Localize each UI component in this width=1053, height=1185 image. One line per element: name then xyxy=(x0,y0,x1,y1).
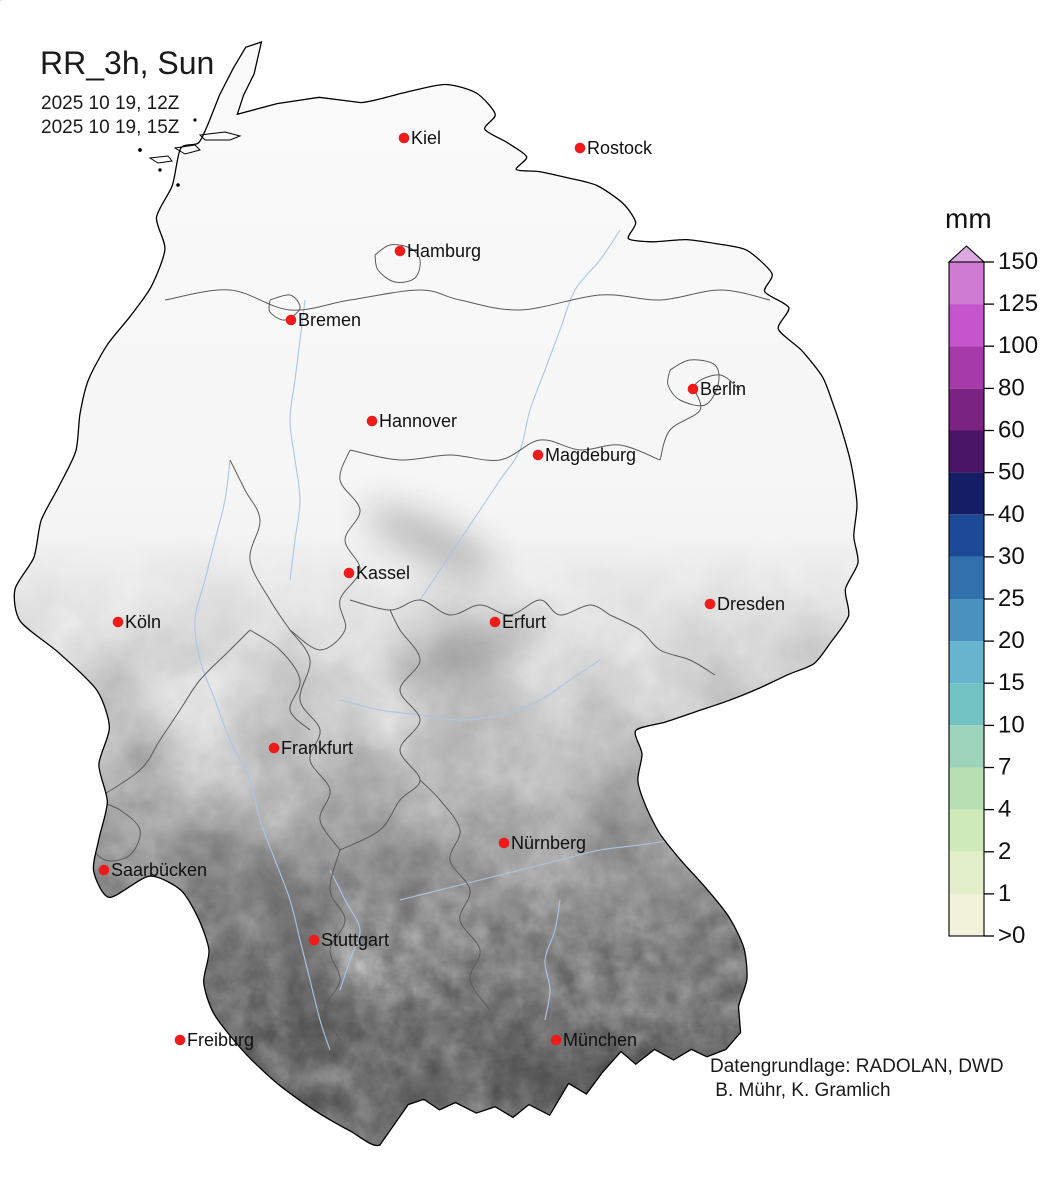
svg-text:Berlin: Berlin xyxy=(700,379,746,399)
svg-text:30: 30 xyxy=(998,543,1025,570)
svg-text:25: 25 xyxy=(998,585,1025,612)
svg-text:München: München xyxy=(563,1030,637,1050)
svg-text:>0: >0 xyxy=(998,922,1025,949)
svg-text:Saarbücken: Saarbücken xyxy=(111,860,207,880)
svg-text:20: 20 xyxy=(998,627,1025,654)
svg-text:Köln: Köln xyxy=(125,612,161,632)
svg-text:50: 50 xyxy=(998,459,1025,486)
svg-text:Kiel: Kiel xyxy=(411,128,441,148)
svg-text:Erfurt: Erfurt xyxy=(502,612,546,632)
svg-text:Kassel: Kassel xyxy=(356,563,410,583)
svg-text:Freiburg: Freiburg xyxy=(187,1030,254,1050)
svg-text:Dresden: Dresden xyxy=(717,594,785,614)
svg-text:2: 2 xyxy=(998,838,1011,865)
svg-text:150: 150 xyxy=(998,248,1038,275)
svg-text:Stuttgart: Stuttgart xyxy=(321,930,389,950)
svg-text:4: 4 xyxy=(998,796,1011,823)
svg-text:Frankfurt: Frankfurt xyxy=(281,738,353,758)
svg-text:Bremen: Bremen xyxy=(298,310,361,330)
svg-text:80: 80 xyxy=(998,374,1025,401)
svg-text:mm: mm xyxy=(945,203,992,234)
svg-text:60: 60 xyxy=(998,417,1025,444)
svg-text:100: 100 xyxy=(998,332,1038,359)
svg-text:Hamburg: Hamburg xyxy=(407,241,481,261)
svg-text:7: 7 xyxy=(998,754,1011,781)
svg-text:15: 15 xyxy=(998,669,1025,696)
svg-text:125: 125 xyxy=(998,290,1038,317)
svg-text:Nürnberg: Nürnberg xyxy=(511,833,586,853)
svg-text:Magdeburg: Magdeburg xyxy=(545,445,636,465)
svg-text:40: 40 xyxy=(998,501,1025,528)
svg-text:10: 10 xyxy=(998,711,1025,738)
svg-text:1: 1 xyxy=(998,880,1011,907)
svg-text:Hannover: Hannover xyxy=(379,411,457,431)
svg-text:Rostock: Rostock xyxy=(587,138,653,158)
